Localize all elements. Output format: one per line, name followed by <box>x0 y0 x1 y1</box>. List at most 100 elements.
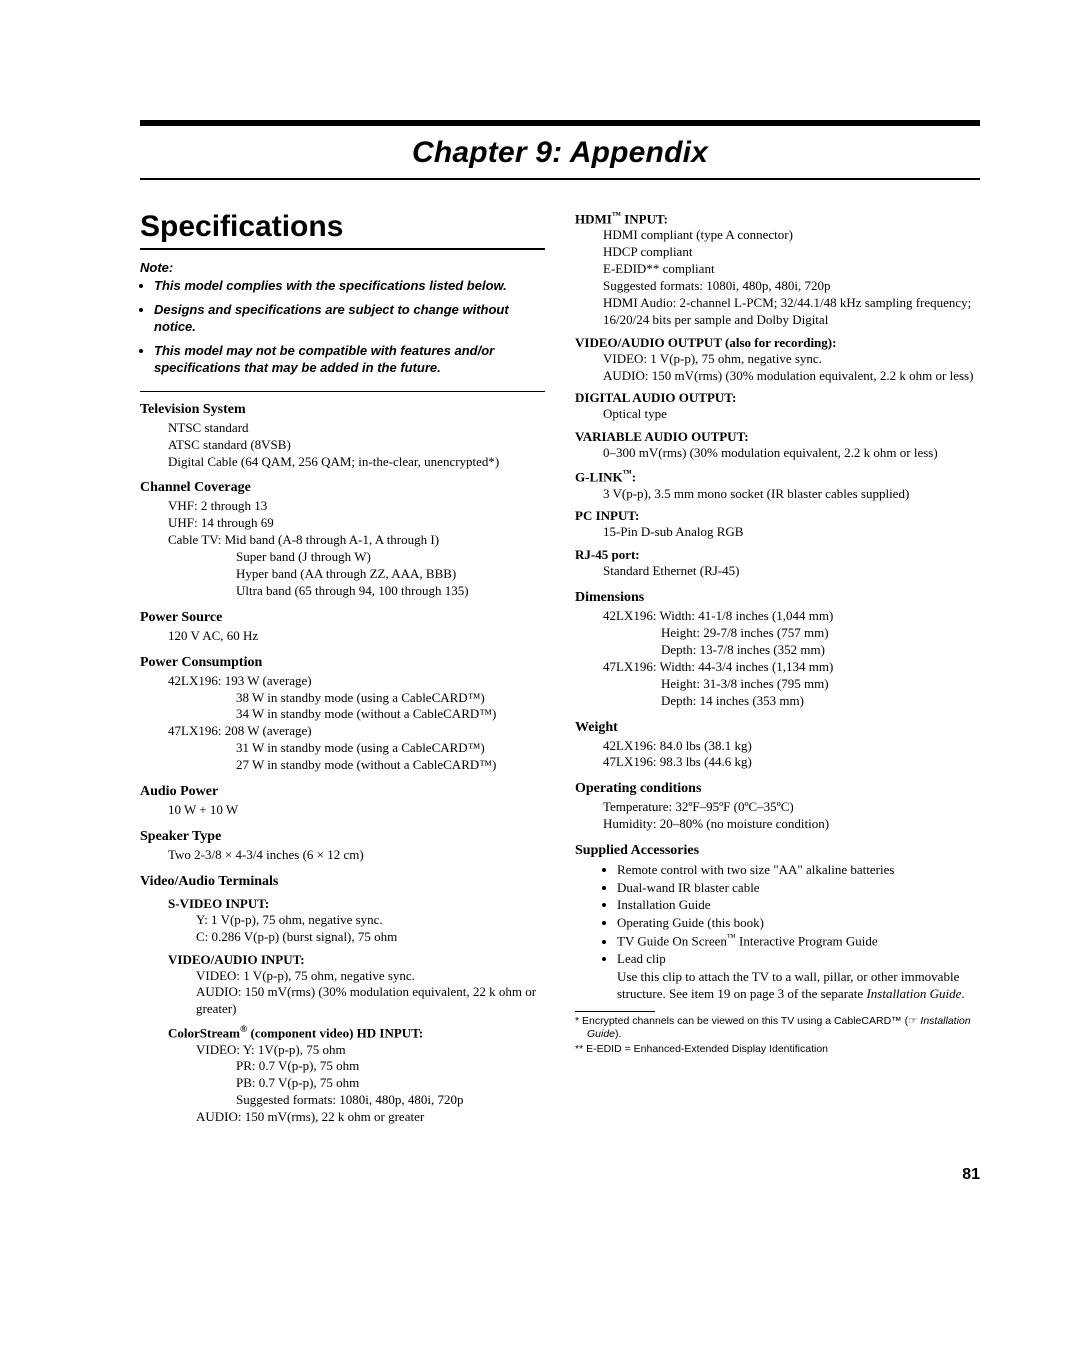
svideo-line: C: 0.286 V(p-p) (burst signal), 75 ohm <box>196 929 545 946</box>
text: : <box>632 470 636 485</box>
left-column: Specifications Note: This model complies… <box>140 210 545 1126</box>
pc-head: PC INPUT: <box>575 508 980 524</box>
speaker-head: Speaker Type <box>140 829 545 845</box>
page-number: 81 <box>140 1166 980 1184</box>
weight-line: 47LX196: 98.3 lbs (44.6 kg) <box>603 754 980 771</box>
dimensions-line: 47LX196: Width: 44-3/4 inches (1,134 mm) <box>603 659 980 676</box>
note-item: This model may not be compatible with fe… <box>154 342 545 377</box>
note-head: Note: <box>140 260 545 275</box>
dimensions-line: Depth: 13-7/8 inches (352 mm) <box>603 642 980 659</box>
trademark-icon: ™ <box>612 210 621 220</box>
text: Interactive Program Guide <box>736 934 878 949</box>
dimensions-line: Height: 29-7/8 inches (757 mm) <box>603 625 980 642</box>
page: Chapter 9: Appendix Specifications Note:… <box>0 0 1080 1244</box>
power-cons-line: 27 W in standby mode (without a CableCAR… <box>236 757 545 774</box>
hdmi-head: HDMI™ INPUT: <box>575 210 980 227</box>
channel-line: Ultra band (65 through 94, 100 through 1… <box>236 583 545 600</box>
supplied-item: Installation Guide <box>617 896 980 914</box>
op-line: Humidity: 20–80% (no moisture condition) <box>603 816 980 833</box>
power-cons-line: 31 W in standby mode (using a CableCARD™… <box>236 740 545 757</box>
channel-line: Hyper band (AA through ZZ, AAA, BBB) <box>236 566 545 583</box>
chapter-title: Chapter 9: Appendix <box>412 136 708 169</box>
weight-line: 42LX196: 84.0 lbs (38.1 kg) <box>603 738 980 755</box>
hdmi-line: HDCP compliant <box>603 244 980 261</box>
text: Digital Cable (64 QAM, 256 QAM; in-the-c… <box>168 454 499 469</box>
supplied-list: Remote control with two size "AA" alkali… <box>603 861 980 1003</box>
tv-system-line: ATSC standard (8VSB) <box>168 437 545 454</box>
audio-power-head: Audio Power <box>140 784 545 800</box>
note-item: This model complies with the specificati… <box>154 277 545 295</box>
channel-line: VHF: 2 through 13 <box>168 498 545 515</box>
channel-line: Cable TV: Mid band (A-8 through A-1, A t… <box>168 532 545 549</box>
text: (component video) HD INPUT: <box>247 1026 423 1041</box>
hdmi-line: E-EDID** compliant <box>603 261 980 278</box>
svideo-head: S-VIDEO INPUT: <box>168 896 545 912</box>
svideo-line: Y: 1 V(p-p), 75 ohm, negative sync. <box>196 912 545 929</box>
power-source-val: 120 V AC, 60 Hz <box>168 628 545 645</box>
note-list: This model complies with the specificati… <box>140 277 545 377</box>
rj45-line: Standard Ethernet (RJ-45) <box>603 563 980 580</box>
va-in-line: AUDIO: 150 mV(rms) (30% modulation equiv… <box>196 984 545 1018</box>
supplied-item: Lead clip Use this clip to attach the TV… <box>617 950 980 1003</box>
rj45-head: RJ-45 port: <box>575 547 980 563</box>
power-cons-line: 34 W in standby mode (without a CableCAR… <box>236 706 545 723</box>
text: . <box>961 986 964 1001</box>
dimensions-line: Depth: 14 inches (353 mm) <box>603 693 980 710</box>
tv-system-line: Digital Cable (64 QAM, 256 QAM; in-the-c… <box>168 454 545 471</box>
text: Installation Guide <box>866 986 961 1001</box>
digital-audio-line: Optical type <box>603 406 980 423</box>
tv-system-line: NTSC standard <box>168 420 545 437</box>
footnote: * Encrypted channels can be viewed on th… <box>575 1015 980 1041</box>
note-item: Designs and specifications are subject t… <box>154 301 545 336</box>
speaker-val: Two 2-3/8 × 4-3/4 inches (6 × 12 cm) <box>168 847 545 864</box>
var-audio-line: 0–300 mV(rms) (30% modulation equivalent… <box>603 445 980 462</box>
text: ). <box>615 1028 621 1040</box>
va-out-line: VIDEO: 1 V(p-p), 75 ohm, negative sync. <box>603 351 980 368</box>
right-column: HDMI™ INPUT: HDMI compliant (type A conn… <box>575 210 980 1126</box>
power-cons-head: Power Consumption <box>140 655 545 671</box>
hdmi-line: Suggested formats: 1080i, 480p, 480i, 72… <box>603 278 980 295</box>
power-cons-line: 38 W in standby mode (using a CableCARD™… <box>236 690 545 707</box>
columns: Specifications Note: This model complies… <box>140 210 980 1126</box>
colorstream-head: ColorStream® (component video) HD INPUT: <box>168 1024 545 1041</box>
supplied-item: Dual-wand IR blaster cable <box>617 879 980 897</box>
pc-line: 15-Pin D-sub Analog RGB <box>603 524 980 541</box>
channel-head: Channel Coverage <box>140 480 545 496</box>
op-line: Temperature: 32ºF–95ºF (0ºC–35ºC) <box>603 799 980 816</box>
pointer-icon: ☞ <box>908 1015 920 1027</box>
hdmi-line: HDMI Audio: 2-channel L-PCM; 32/44.1/48 … <box>603 295 980 329</box>
audio-power-val: 10 W + 10 W <box>168 802 545 819</box>
text: HDMI <box>575 211 612 226</box>
dimensions-line: Height: 31-3/8 inches (795 mm) <box>603 676 980 693</box>
colorstream-line: PR: 0.7 V(p-p), 75 ohm <box>236 1058 545 1075</box>
colorstream-line: Suggested formats: 1080i, 480p, 480i, 72… <box>236 1092 545 1109</box>
digital-audio-head: DIGITAL AUDIO OUTPUT: <box>575 390 980 406</box>
footnote-rule <box>575 1011 655 1012</box>
text: G-LINK <box>575 470 623 485</box>
channel-line: Super band (J through W) <box>236 549 545 566</box>
channel-line: UHF: 14 through 69 <box>168 515 545 532</box>
va-in-line: VIDEO: 1 V(p-p), 75 ohm, negative sync. <box>196 968 545 985</box>
power-source-head: Power Source <box>140 610 545 626</box>
trademark-icon: ™ <box>623 468 632 478</box>
trademark-icon: ™ <box>727 932 736 942</box>
text: ColorStream <box>168 1026 240 1041</box>
va-in-head: VIDEO/AUDIO INPUT: <box>168 952 545 968</box>
colorstream-line: PB: 0.7 V(p-p), 75 ohm <box>236 1075 545 1092</box>
text: Lead clip <box>617 951 666 966</box>
supplied-item: Remote control with two size "AA" alkali… <box>617 861 980 879</box>
va-out-line: AUDIO: 150 mV(rms) (30% modulation equiv… <box>603 368 980 385</box>
tv-system-head: Television System <box>140 402 545 418</box>
power-cons-line: 42LX196: 193 W (average) <box>168 673 545 690</box>
var-audio-head: VARIABLE AUDIO OUTPUT: <box>575 429 980 445</box>
supplied-head: Supplied Accessories <box>575 843 980 859</box>
hdmi-line: HDMI compliant (type A connector) <box>603 227 980 244</box>
glink-line: 3 V(p-p), 3.5 mm mono socket (IR blaster… <box>603 486 980 503</box>
dimensions-line: 42LX196: Width: 41-1/8 inches (1,044 mm) <box>603 608 980 625</box>
chapter-banner: Chapter 9: Appendix <box>140 120 980 180</box>
va-out-head: VIDEO/AUDIO OUTPUT (also for recording): <box>575 335 980 351</box>
op-head: Operating conditions <box>575 781 980 797</box>
colorstream-line: VIDEO: Y: 1V(p-p), 75 ohm <box>196 1042 545 1059</box>
footnote: ** E-EDID = Enhanced-Extended Display Id… <box>575 1043 980 1056</box>
weight-head: Weight <box>575 720 980 736</box>
